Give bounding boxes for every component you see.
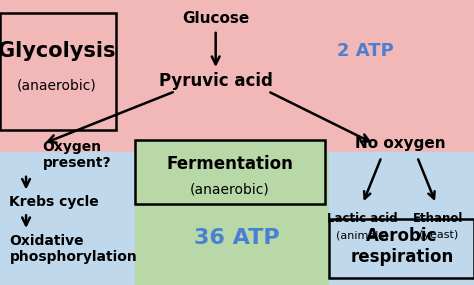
Text: Pyruvic acid: Pyruvic acid bbox=[159, 72, 273, 90]
Text: Ethanol: Ethanol bbox=[413, 211, 464, 225]
Bar bbox=[135, 152, 329, 285]
Bar bbox=[0, 152, 135, 285]
Text: Glucose: Glucose bbox=[182, 11, 249, 26]
Text: No oxygen: No oxygen bbox=[355, 137, 446, 151]
Text: 2 ATP: 2 ATP bbox=[337, 42, 393, 60]
Text: (anaerobic): (anaerobic) bbox=[17, 78, 97, 93]
Text: Aerobic
respiration: Aerobic respiration bbox=[350, 227, 454, 266]
Text: (anaerobic): (anaerobic) bbox=[190, 182, 270, 197]
FancyBboxPatch shape bbox=[0, 13, 116, 130]
FancyBboxPatch shape bbox=[135, 140, 325, 204]
Text: Glycolysis: Glycolysis bbox=[0, 41, 116, 61]
FancyBboxPatch shape bbox=[329, 219, 474, 278]
Text: Fermentation: Fermentation bbox=[166, 155, 293, 173]
Text: Krebs cycle: Krebs cycle bbox=[9, 195, 99, 209]
Bar bbox=[0, 0, 474, 152]
Text: 36 ATP: 36 ATP bbox=[194, 228, 280, 248]
Bar bbox=[329, 152, 474, 285]
Text: (animals): (animals) bbox=[337, 230, 389, 240]
Text: Oxygen
present?: Oxygen present? bbox=[43, 140, 111, 170]
Text: Oxidative
phosphorylation: Oxidative phosphorylation bbox=[9, 234, 137, 264]
Text: (yeast): (yeast) bbox=[419, 230, 458, 240]
Text: Lactic acid: Lactic acid bbox=[328, 211, 398, 225]
